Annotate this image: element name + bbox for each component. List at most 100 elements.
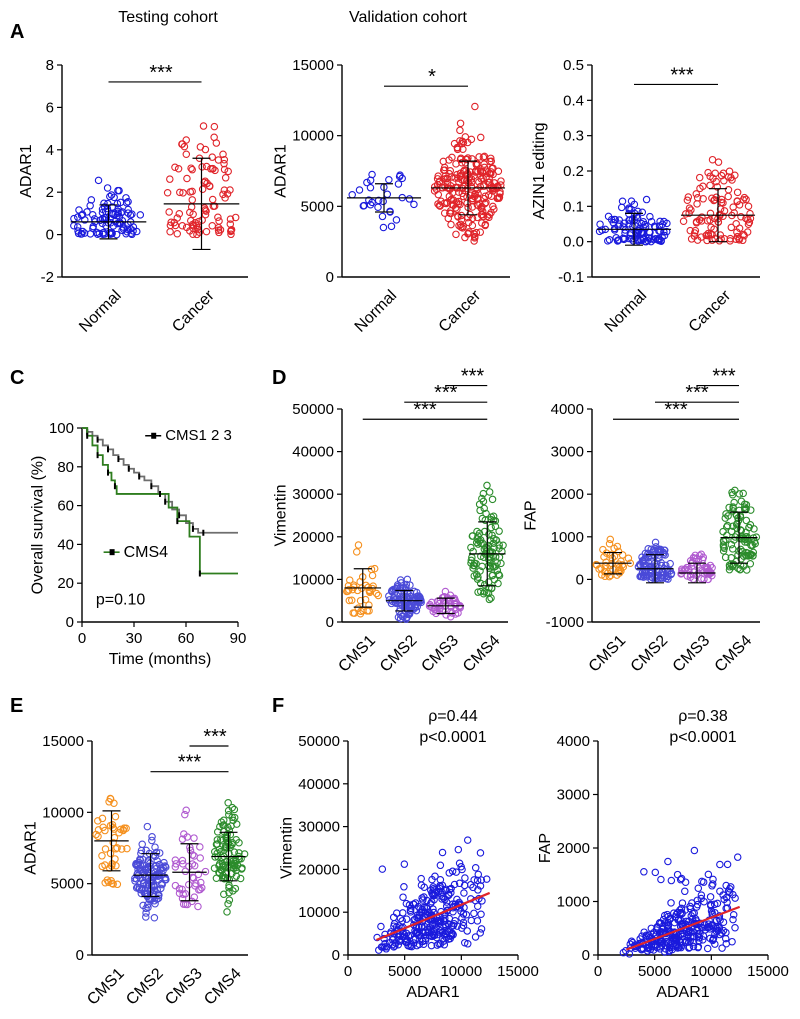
x-tick-label: 60 [178, 630, 195, 647]
data-point [479, 489, 488, 498]
data-point [379, 197, 387, 206]
data-point [735, 201, 744, 209]
data-point [459, 921, 468, 930]
data-point [493, 566, 502, 575]
data-point [202, 207, 210, 215]
x-category-label: CMS2 [628, 632, 672, 676]
x-category-label: CMS1 [84, 965, 128, 1009]
data-point [226, 220, 235, 228]
y-tick-label: 30000 [298, 819, 340, 836]
data-point [459, 145, 467, 153]
data-point [225, 881, 233, 890]
data-point [628, 938, 637, 947]
data-point [471, 190, 479, 199]
significance-label: *** [413, 399, 437, 421]
data-point [188, 165, 196, 174]
data-point [198, 185, 207, 193]
data-point [183, 174, 191, 183]
data-point [471, 933, 480, 941]
data-point [193, 224, 201, 232]
data-point [230, 813, 239, 822]
data-point [487, 169, 495, 178]
data-point [394, 940, 403, 949]
data-point [617, 203, 626, 212]
data-point [447, 220, 455, 229]
data-point [201, 145, 210, 154]
data-point [420, 883, 428, 891]
data-point [727, 883, 735, 891]
y-tick-label: 20000 [298, 861, 340, 878]
data-point [666, 914, 675, 922]
data-point [182, 806, 190, 815]
data-point [452, 230, 460, 239]
data-point [181, 867, 190, 876]
data-points [373, 836, 491, 954]
data-point [231, 884, 240, 893]
data-point [100, 215, 109, 224]
data-point [410, 916, 418, 924]
data-point [142, 881, 151, 889]
data-point [226, 830, 235, 839]
data-point [704, 870, 713, 879]
data-point [436, 202, 444, 210]
data-point [232, 866, 240, 875]
x-tick-label: 10000 [690, 963, 732, 980]
data-point [427, 941, 436, 950]
data-point [178, 885, 186, 894]
header-testing-cohort: Testing cohort [118, 9, 218, 26]
data-point [708, 155, 717, 164]
data-point [651, 223, 660, 231]
data-point [604, 237, 612, 245]
data-point [746, 560, 755, 568]
x-category-label: CMS4 [712, 632, 756, 676]
data-point [692, 190, 701, 198]
data-point [89, 224, 97, 233]
data-point [178, 140, 186, 148]
data-point [374, 203, 382, 211]
data-point [728, 545, 737, 553]
data-point [704, 168, 712, 177]
data-point [120, 824, 128, 832]
data-point [477, 876, 486, 884]
data-point [98, 852, 106, 860]
data-point [592, 560, 600, 569]
data-point [476, 182, 485, 191]
data-point [646, 565, 655, 574]
data-point [686, 226, 695, 235]
data-point [742, 516, 751, 525]
data-point [488, 495, 497, 504]
data-point [736, 565, 744, 574]
data-point [489, 512, 498, 520]
x-category-label: CMS4 [460, 632, 504, 676]
data-point [136, 866, 145, 874]
data-point [742, 505, 750, 514]
y-tick-label: 100 [49, 420, 74, 437]
data-point [706, 181, 714, 190]
data-point [127, 229, 135, 237]
data-point [458, 914, 466, 922]
data-point [417, 874, 425, 883]
data-point [173, 230, 182, 238]
data-point [401, 934, 410, 943]
data-point [181, 810, 189, 819]
data-point [658, 220, 667, 228]
data-point [453, 895, 461, 904]
data-point [225, 888, 233, 897]
series-cms2 [131, 822, 170, 922]
data-point [443, 198, 451, 207]
data-point [636, 935, 644, 943]
data-point [213, 840, 221, 848]
data-point [236, 874, 245, 883]
data-point [727, 540, 736, 549]
chart-a1: -2 0 2 4 6 8 ADAR1 Normal Cancer *** [18, 57, 248, 336]
data-point [699, 195, 707, 203]
legend-label: CMS1 2 3 [165, 427, 232, 444]
data-point [365, 601, 373, 609]
data-point [697, 891, 706, 899]
data-point [219, 150, 227, 158]
y-tick-label: 50000 [292, 401, 334, 418]
data-point [73, 223, 82, 231]
data-point [366, 183, 375, 192]
x-axis-label: ADAR1 [656, 984, 709, 1001]
